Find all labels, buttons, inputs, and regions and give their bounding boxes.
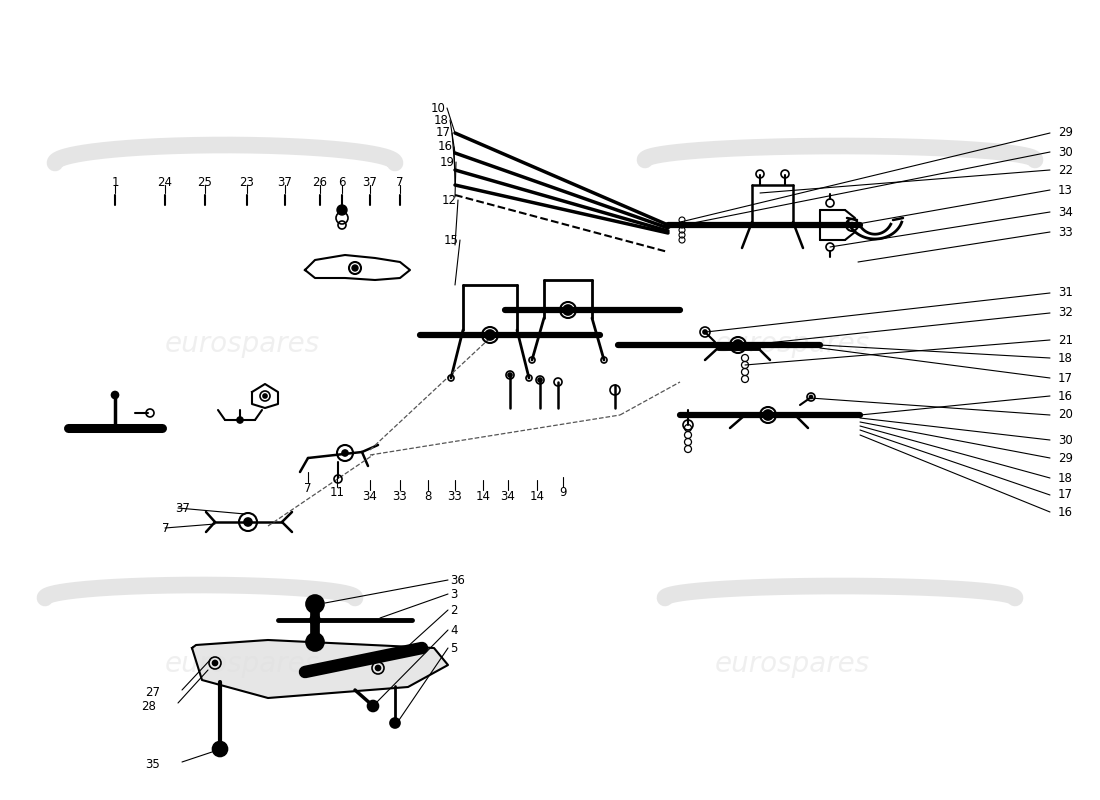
Circle shape bbox=[538, 378, 542, 382]
Text: 17: 17 bbox=[1058, 371, 1072, 385]
Text: 37: 37 bbox=[277, 175, 293, 189]
Text: 12: 12 bbox=[442, 194, 456, 206]
Text: 18: 18 bbox=[1058, 471, 1072, 485]
Text: 7: 7 bbox=[305, 482, 311, 494]
Text: eurospares: eurospares bbox=[714, 330, 870, 358]
Text: 4: 4 bbox=[450, 623, 458, 637]
Text: 25: 25 bbox=[198, 175, 212, 189]
Circle shape bbox=[212, 661, 218, 666]
Text: 8: 8 bbox=[425, 490, 431, 502]
Text: 18: 18 bbox=[434, 114, 449, 126]
Circle shape bbox=[390, 718, 400, 728]
Text: 26: 26 bbox=[312, 175, 328, 189]
Circle shape bbox=[337, 205, 346, 215]
Circle shape bbox=[306, 595, 324, 613]
Text: 33: 33 bbox=[448, 490, 462, 502]
Circle shape bbox=[508, 373, 512, 377]
Text: 14: 14 bbox=[475, 490, 491, 502]
Circle shape bbox=[352, 265, 358, 271]
Text: 29: 29 bbox=[1058, 451, 1072, 465]
Text: 31: 31 bbox=[1058, 286, 1072, 299]
Text: 11: 11 bbox=[330, 486, 344, 499]
Text: 33: 33 bbox=[1058, 226, 1072, 238]
Text: 27: 27 bbox=[145, 686, 160, 699]
Circle shape bbox=[733, 340, 742, 350]
Text: 16: 16 bbox=[1058, 390, 1072, 402]
Circle shape bbox=[263, 394, 267, 398]
Circle shape bbox=[810, 395, 813, 398]
Circle shape bbox=[849, 222, 855, 227]
Circle shape bbox=[563, 305, 573, 315]
Circle shape bbox=[212, 742, 228, 757]
Circle shape bbox=[236, 417, 243, 423]
Text: 14: 14 bbox=[529, 490, 544, 502]
Text: 16: 16 bbox=[438, 141, 453, 154]
Text: 30: 30 bbox=[1058, 146, 1072, 158]
Text: 18: 18 bbox=[1058, 351, 1072, 365]
Text: 32: 32 bbox=[1058, 306, 1072, 319]
Text: 16: 16 bbox=[1058, 506, 1072, 518]
Text: 7: 7 bbox=[162, 522, 169, 534]
Circle shape bbox=[111, 391, 119, 398]
Text: 1: 1 bbox=[111, 175, 119, 189]
Text: 15: 15 bbox=[444, 234, 459, 246]
Circle shape bbox=[375, 666, 381, 670]
Circle shape bbox=[703, 330, 707, 334]
Text: 9: 9 bbox=[559, 486, 566, 499]
Text: 17: 17 bbox=[1058, 489, 1072, 502]
Text: 33: 33 bbox=[393, 490, 407, 502]
Text: eurospares: eurospares bbox=[714, 650, 870, 678]
Text: 29: 29 bbox=[1058, 126, 1072, 139]
Text: eurospares: eurospares bbox=[164, 330, 320, 358]
Text: eurospares: eurospares bbox=[164, 650, 320, 678]
Text: 28: 28 bbox=[141, 699, 156, 713]
Text: 3: 3 bbox=[450, 587, 458, 601]
Text: 13: 13 bbox=[1058, 183, 1072, 197]
Circle shape bbox=[367, 701, 378, 711]
Circle shape bbox=[244, 518, 252, 526]
Text: 35: 35 bbox=[145, 758, 160, 771]
Text: 24: 24 bbox=[157, 175, 173, 189]
Text: 34: 34 bbox=[363, 490, 377, 502]
Circle shape bbox=[306, 633, 324, 651]
Text: 37: 37 bbox=[175, 502, 190, 514]
Text: 21: 21 bbox=[1058, 334, 1072, 346]
Text: 5: 5 bbox=[450, 642, 458, 654]
Text: 30: 30 bbox=[1058, 434, 1072, 446]
Text: 6: 6 bbox=[339, 175, 345, 189]
Text: 17: 17 bbox=[436, 126, 451, 139]
Text: 36: 36 bbox=[450, 574, 465, 586]
Text: 19: 19 bbox=[440, 155, 455, 169]
Text: 34: 34 bbox=[1058, 206, 1072, 218]
Text: 2: 2 bbox=[450, 603, 458, 617]
Circle shape bbox=[342, 450, 348, 456]
Text: 23: 23 bbox=[240, 175, 254, 189]
Polygon shape bbox=[192, 640, 448, 698]
Circle shape bbox=[763, 410, 773, 420]
Text: 20: 20 bbox=[1058, 409, 1072, 422]
Circle shape bbox=[485, 330, 495, 340]
Text: 10: 10 bbox=[431, 102, 446, 114]
Text: 34: 34 bbox=[500, 490, 516, 502]
Text: 7: 7 bbox=[396, 175, 404, 189]
Text: 22: 22 bbox=[1058, 163, 1072, 177]
Text: 37: 37 bbox=[363, 175, 377, 189]
